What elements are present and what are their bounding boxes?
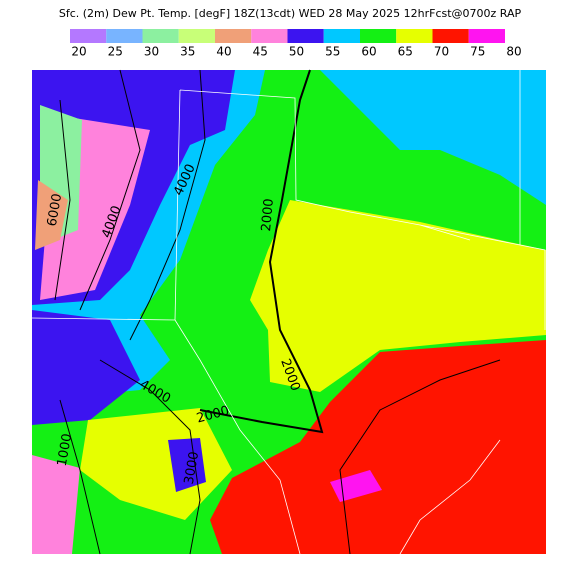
contour-label: 3000 [182,450,203,485]
contour-line [54,99,71,301]
region-50 [32,310,140,425]
colorbar-box [178,29,215,43]
colorbar-label: 60 [361,45,376,59]
colorbar-box [432,29,469,43]
colorbar-box [360,29,397,43]
region-55 [300,70,546,205]
colorbar-label: 50 [289,45,304,59]
region-45 [32,455,80,554]
contour-label: 2000 [259,198,277,232]
colorbar-box [215,29,252,43]
colorbar: 20 25 30 35 40 45 50 55 60 65 70 75 80 [70,29,522,59]
colorbar-label: 55 [325,45,340,59]
region-70 [210,340,546,554]
colorbar-box [106,29,143,43]
contour-line [99,359,201,555]
contour-label: 6000 [45,192,66,227]
colorbar-box [396,29,433,43]
colorbar-label: 45 [253,45,268,59]
colorbar-box [251,29,288,43]
region-65 [250,200,546,392]
colorbar-box [323,29,360,43]
colorbar-label: 20 [71,45,86,59]
contour-label: 1000 [55,432,76,467]
contour-line [59,399,101,555]
contour-line [339,359,501,555]
colorbar-label: 80 [506,45,521,59]
title: Sfc. (2m) Dew Pt. Temp. [degF] 18Z(13cdt… [59,7,522,20]
colorbar-box [468,29,505,43]
colorbar-label: 65 [398,45,413,59]
map [31,69,546,555]
region-65 [80,408,232,520]
colorbar-label: 40 [216,45,231,59]
border [31,70,546,330]
colorbar-label: 25 [108,45,123,59]
contour-line [199,69,324,434]
contour-line [79,69,141,311]
colorbar-box [70,29,107,43]
colorbar-label: 70 [434,45,449,59]
colorbar-label: 35 [180,45,195,59]
colorbar-box [142,29,179,43]
colorbar-label: 75 [470,45,485,59]
region-40 [35,180,68,250]
colorbar-box [287,29,324,43]
colorbar-label: 30 [144,45,159,59]
contour-line [129,69,206,341]
border [174,319,501,555]
